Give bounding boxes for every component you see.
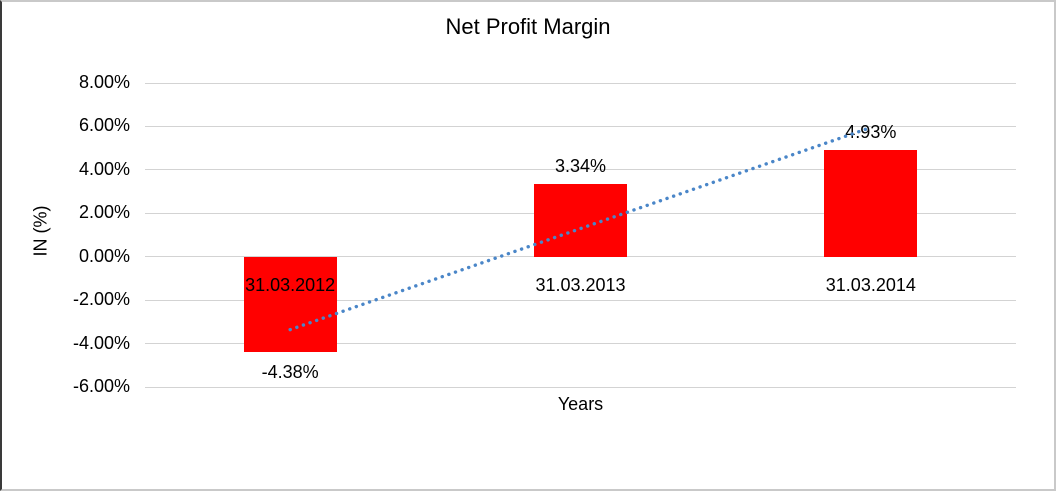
category-label: 31.03.2013 [535,275,626,295]
y-tick-label: 4.00% [78,158,130,179]
category-label: 31.03.2014 [825,275,916,295]
x-axis-title: Years [557,394,604,414]
y-tick-label: -2.00% [72,289,130,310]
y-tick-label: 6.00% [78,115,130,136]
y-tick-label: 0.00% [78,245,130,266]
y-tick-label: -4.00% [72,332,130,353]
chart-title: Net Profit Margin [445,14,611,39]
category-label: 31.03.2012 [245,275,336,295]
data-label: -4.38% [261,361,319,382]
y-tick-label: 8.00% [78,72,130,92]
gridline [145,386,1016,388]
bar [824,149,918,257]
gridline [145,343,1016,345]
bar [534,184,627,257]
gridline [145,82,1016,84]
bar [243,256,337,352]
y-tick-label: -6.00% [72,376,130,396]
y-tick-label: 2.00% [78,202,130,223]
data-label: 4.93% [845,121,897,142]
data-label: 3.34% [554,156,607,177]
